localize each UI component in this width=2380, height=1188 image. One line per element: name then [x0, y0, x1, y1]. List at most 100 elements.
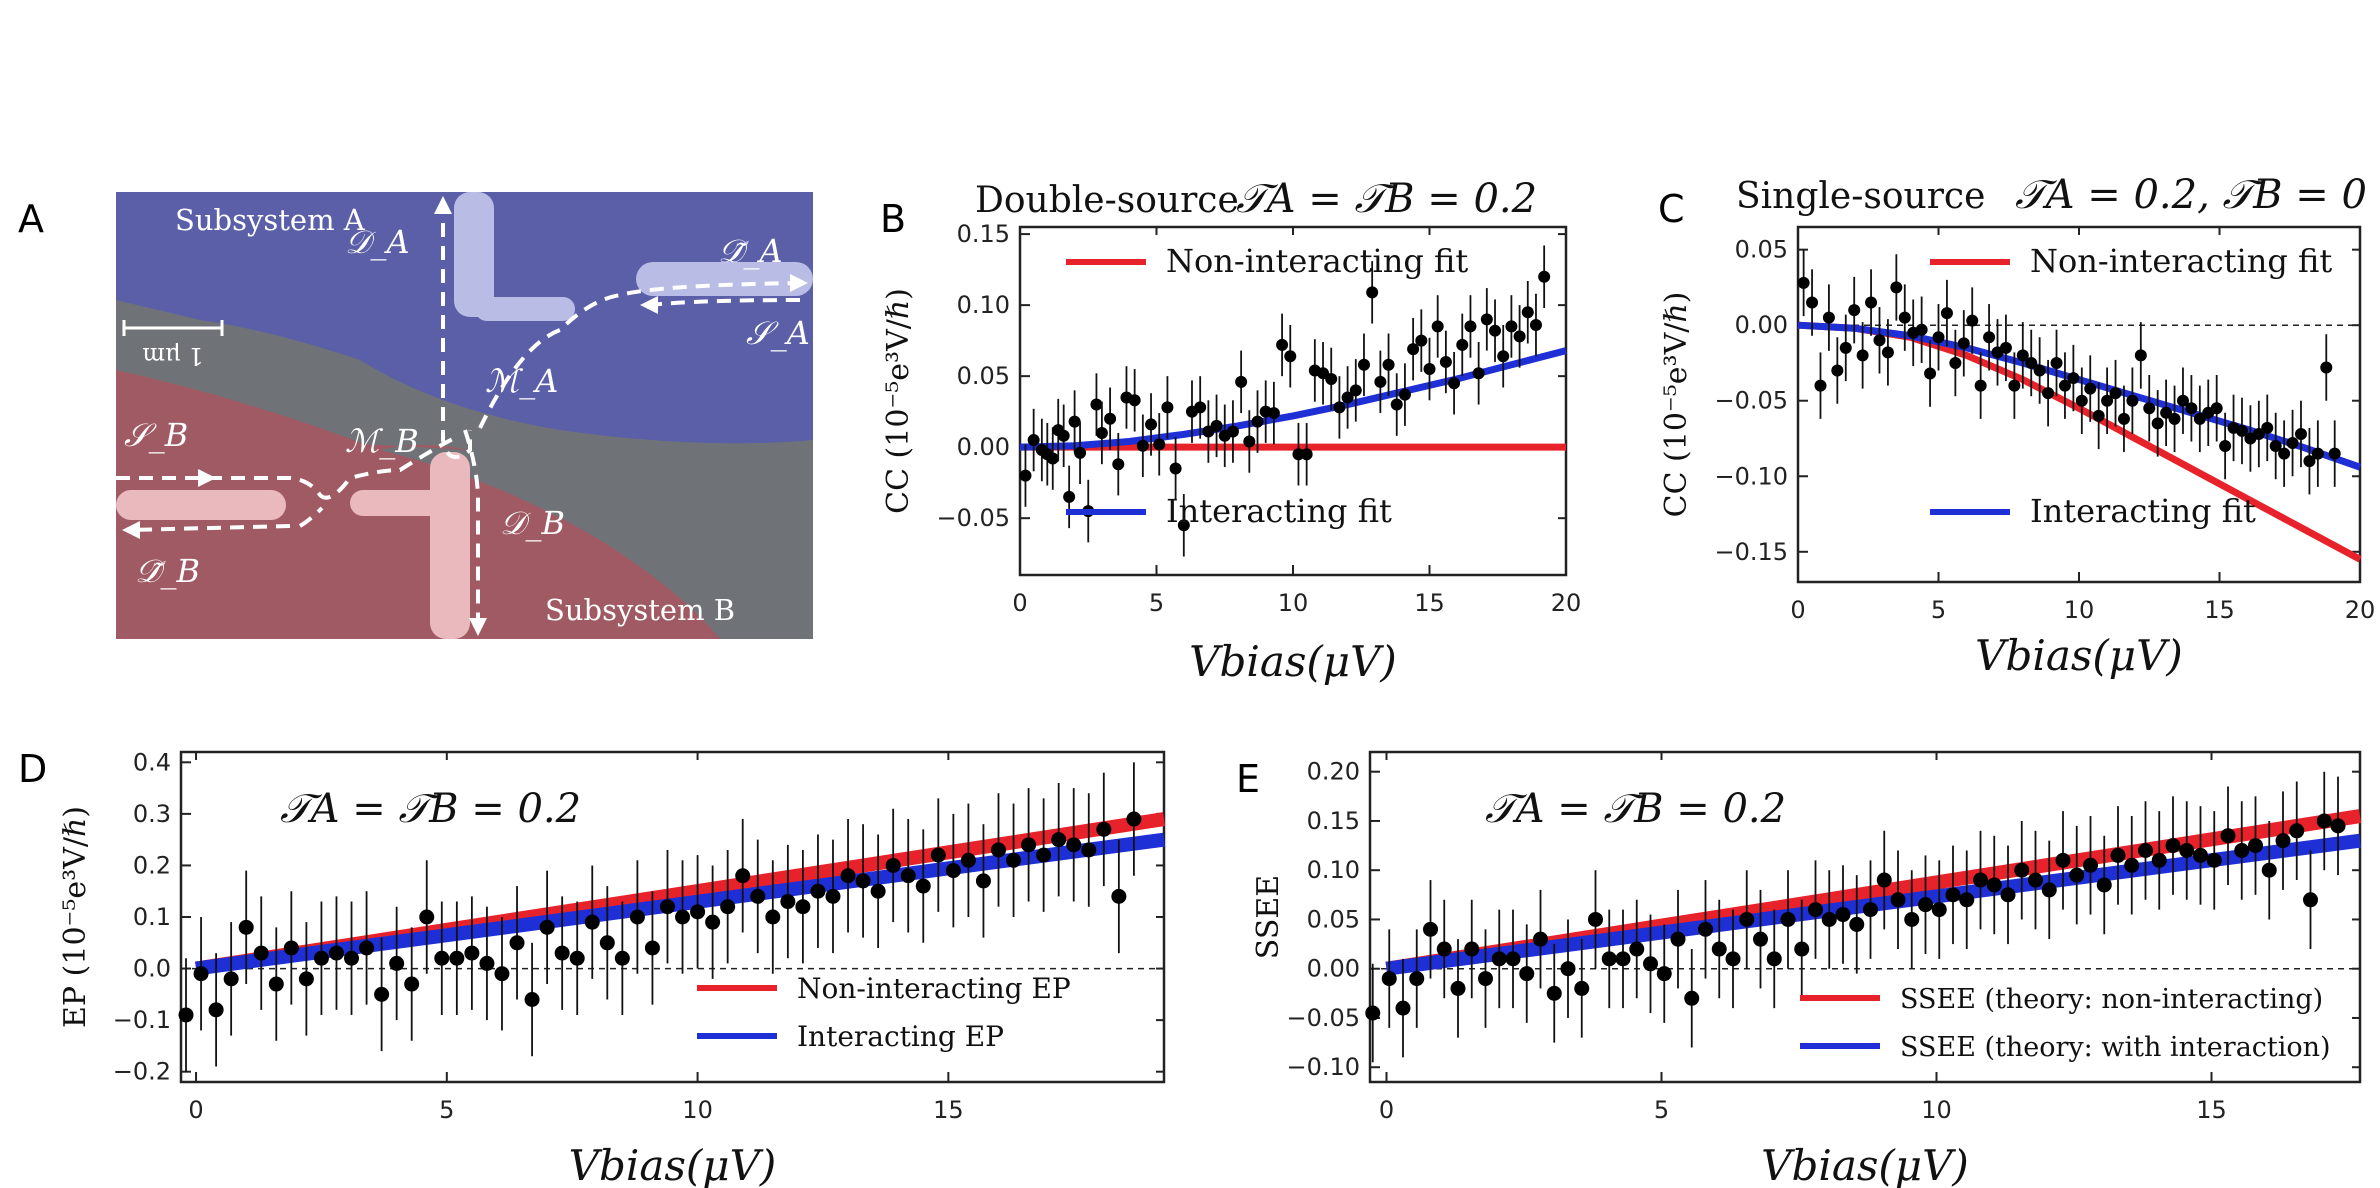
edge-state-paths [116, 200, 801, 630]
data-point [915, 878, 931, 894]
data-point [1395, 1000, 1411, 1016]
data-point [584, 914, 600, 930]
data-point [1284, 350, 1297, 363]
data-point [2151, 417, 2164, 430]
data-point [1873, 334, 1886, 347]
gate-db-horizontal [350, 490, 460, 516]
data-point [223, 971, 239, 987]
data-point [1643, 956, 1658, 972]
data-point [1063, 490, 1076, 503]
data-point [2168, 412, 2181, 425]
data-point [2261, 862, 2277, 878]
data-point [2179, 843, 2195, 859]
y-tick-label: 0.00 [1307, 955, 1360, 983]
panel-label-e: E [1236, 757, 1260, 801]
data-point [1111, 888, 1127, 904]
data-point [524, 992, 540, 1007]
data-point [1588, 911, 1603, 927]
data-point [1448, 377, 1461, 390]
y-tick-label: 0.00 [1735, 311, 1788, 339]
data-point [780, 894, 796, 910]
y-tick-label: 0.20 [1307, 758, 1360, 786]
x-tick-label: 0 [1012, 589, 1027, 617]
data-point [2117, 412, 2130, 425]
data-point [1753, 931, 1768, 947]
subsystem-b-label: Subsystem B [545, 593, 735, 627]
data-point [1112, 458, 1125, 471]
data-point [2311, 447, 2324, 460]
data-point [2096, 877, 2112, 893]
y-tick-label: −0.05 [1286, 1004, 1360, 1032]
data-point [1407, 343, 1420, 356]
data-point [1670, 931, 1686, 947]
subsystem-b-upper [116, 370, 470, 450]
data-point [2143, 402, 2156, 415]
data-point [2067, 372, 2080, 385]
data-point [1974, 379, 1987, 392]
data-point [1325, 372, 1338, 385]
data-point [705, 914, 721, 930]
plot-frame [1368, 750, 2362, 1084]
data-point [1533, 931, 1548, 947]
data-point [1983, 331, 1996, 344]
data-point [735, 868, 751, 884]
x-tick-label: 10 [1278, 589, 1309, 617]
data-point [1959, 892, 1975, 908]
data-point [1574, 980, 1590, 996]
data-point [1251, 415, 1264, 428]
data-point [238, 919, 254, 935]
edge-state-arrows [122, 196, 808, 636]
data-point [1381, 971, 1397, 987]
data-point [1090, 398, 1103, 411]
panel-label-c: C [1658, 187, 1685, 231]
data-point [1848, 304, 1861, 317]
data-point [1153, 438, 1166, 451]
data-point [1480, 313, 1493, 326]
data-point [840, 868, 856, 884]
x-tick-label: 15 [933, 1096, 964, 1124]
y-tick-label: −0.10 [1714, 462, 1788, 490]
data-point [1932, 331, 1945, 344]
data-point [1472, 367, 1485, 380]
data-point [554, 945, 570, 961]
x-tick-label: 10 [2064, 596, 2095, 624]
data-point [1601, 951, 1617, 967]
chart-title-right: 𝒯A = 0.2, 𝒯B = 0 [2015, 172, 2367, 218]
data-point [1849, 916, 1865, 932]
x-tick-label: 20 [1551, 589, 1582, 617]
label-dta: 𝒟̃_A [718, 232, 783, 270]
y-tick-label: 0.4 [133, 748, 171, 776]
data-point [1021, 837, 1037, 853]
subsystem-a-label: Subsystem A [175, 203, 366, 237]
data-point [675, 909, 691, 925]
data-point [855, 873, 871, 889]
chart-title-left: Single-source [1736, 176, 1985, 217]
y-tick-label: 0.05 [957, 362, 1010, 390]
data-point [2220, 828, 2236, 844]
data-point [1066, 837, 1082, 853]
data-point [2126, 394, 2139, 407]
data-point [1904, 911, 1920, 927]
data-point [644, 940, 660, 956]
data-point [1450, 980, 1466, 996]
data-point [1831, 364, 1844, 377]
label-sa: 𝒮_A [746, 314, 810, 352]
data-point [1521, 306, 1534, 319]
data-point [1491, 951, 1507, 967]
data-point [1104, 412, 1117, 425]
x-tick-label: 10 [1921, 1096, 1952, 1124]
data-point [1865, 296, 1878, 309]
data-point [2069, 867, 2085, 883]
panel-label-b: B [880, 197, 906, 241]
x-tick-label: 15 [2196, 1096, 2227, 1124]
data-point [2110, 847, 2126, 863]
data-point [2176, 394, 2189, 407]
data-point [2109, 387, 2122, 400]
y-tick-label: 0.00 [957, 433, 1010, 461]
data-point [1478, 971, 1493, 987]
x-axis-label: Vbias(μV) [569, 1141, 777, 1188]
data-point [2084, 382, 2097, 395]
data-point [1881, 346, 1894, 359]
data-point [1046, 452, 1059, 465]
data-point [1808, 902, 1823, 918]
